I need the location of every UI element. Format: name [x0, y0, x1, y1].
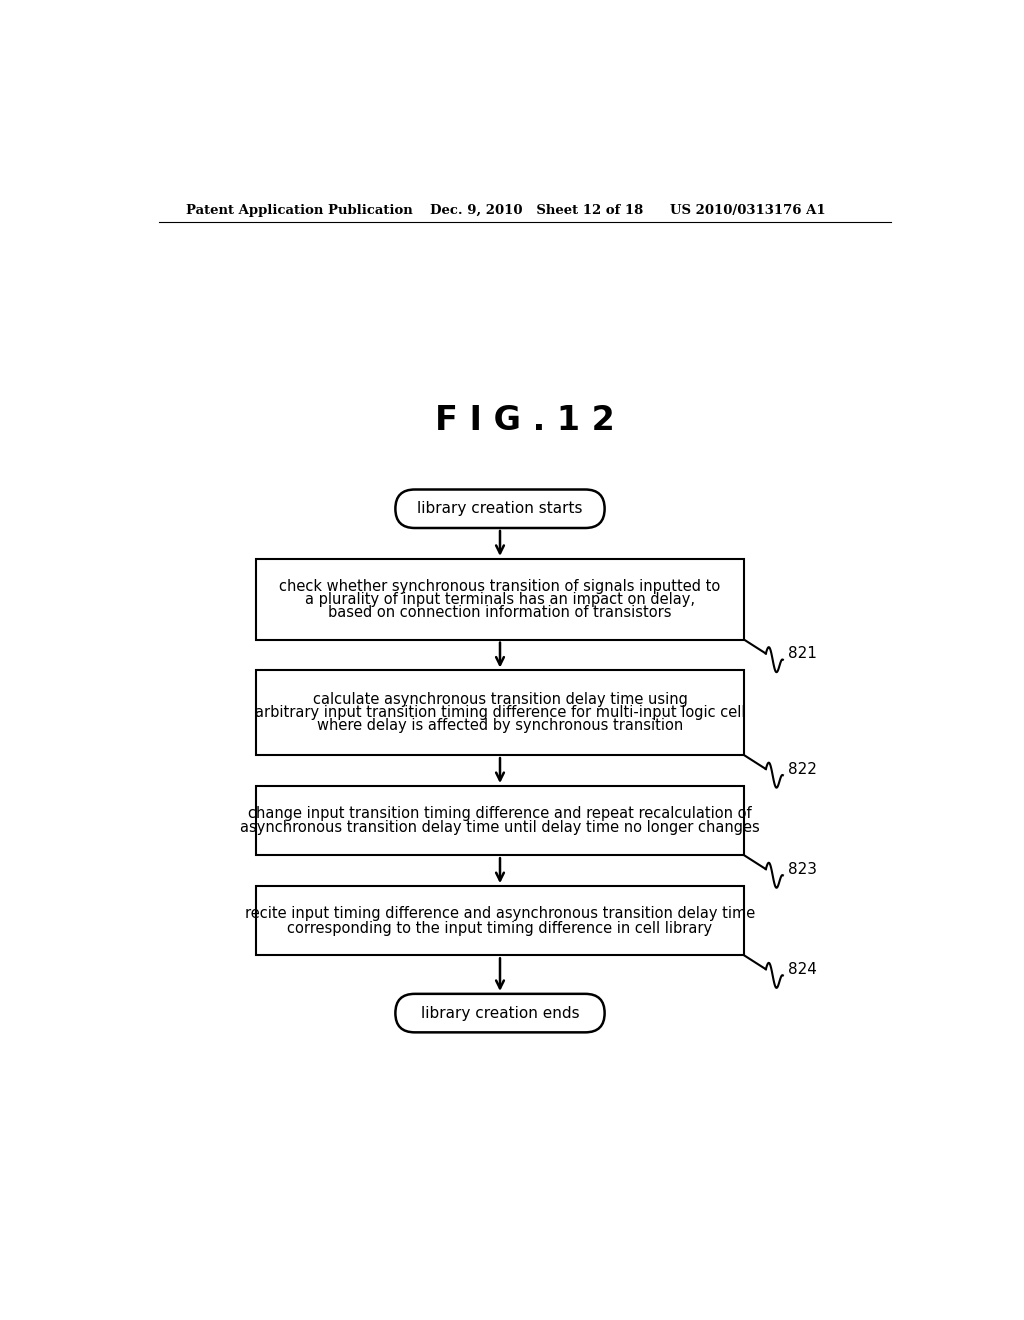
Text: library creation ends: library creation ends [421, 1006, 580, 1020]
Text: arbitrary input transition timing difference for multi-input logic cell: arbitrary input transition timing differ… [255, 705, 745, 721]
Text: library creation starts: library creation starts [417, 502, 583, 516]
Text: check whether synchronous transition of signals inputted to: check whether synchronous transition of … [280, 578, 721, 594]
Text: Patent Application Publication: Patent Application Publication [186, 205, 413, 218]
Text: Dec. 9, 2010   Sheet 12 of 18: Dec. 9, 2010 Sheet 12 of 18 [430, 205, 643, 218]
Bar [256, 785, 744, 855]
Text: F I G . 1 2: F I G . 1 2 [435, 404, 614, 437]
Bar [256, 558, 744, 640]
Text: based on connection information of transistors: based on connection information of trans… [329, 605, 672, 620]
Bar [256, 671, 744, 755]
Text: a plurality of input terminals has an impact on delay,: a plurality of input terminals has an im… [305, 591, 695, 607]
Text: 824: 824 [787, 962, 816, 977]
Text: recite input timing difference and asynchronous transition delay time: recite input timing difference and async… [245, 906, 755, 921]
Text: calculate asynchronous transition delay time using: calculate asynchronous transition delay … [312, 692, 687, 708]
Bar [256, 886, 744, 956]
Text: 823: 823 [787, 862, 816, 876]
FancyBboxPatch shape [395, 490, 604, 528]
Text: 822: 822 [787, 762, 816, 776]
Text: 821: 821 [787, 645, 816, 661]
FancyBboxPatch shape [395, 994, 604, 1032]
Text: US 2010/0313176 A1: US 2010/0313176 A1 [671, 205, 826, 218]
Text: asynchronous transition delay time until delay time no longer changes: asynchronous transition delay time until… [240, 821, 760, 836]
Text: where delay is affected by synchronous transition: where delay is affected by synchronous t… [316, 718, 683, 734]
Text: change input transition timing difference and repeat recalculation of: change input transition timing differenc… [248, 805, 752, 821]
Text: corresponding to the input timing difference in cell library: corresponding to the input timing differ… [288, 920, 713, 936]
